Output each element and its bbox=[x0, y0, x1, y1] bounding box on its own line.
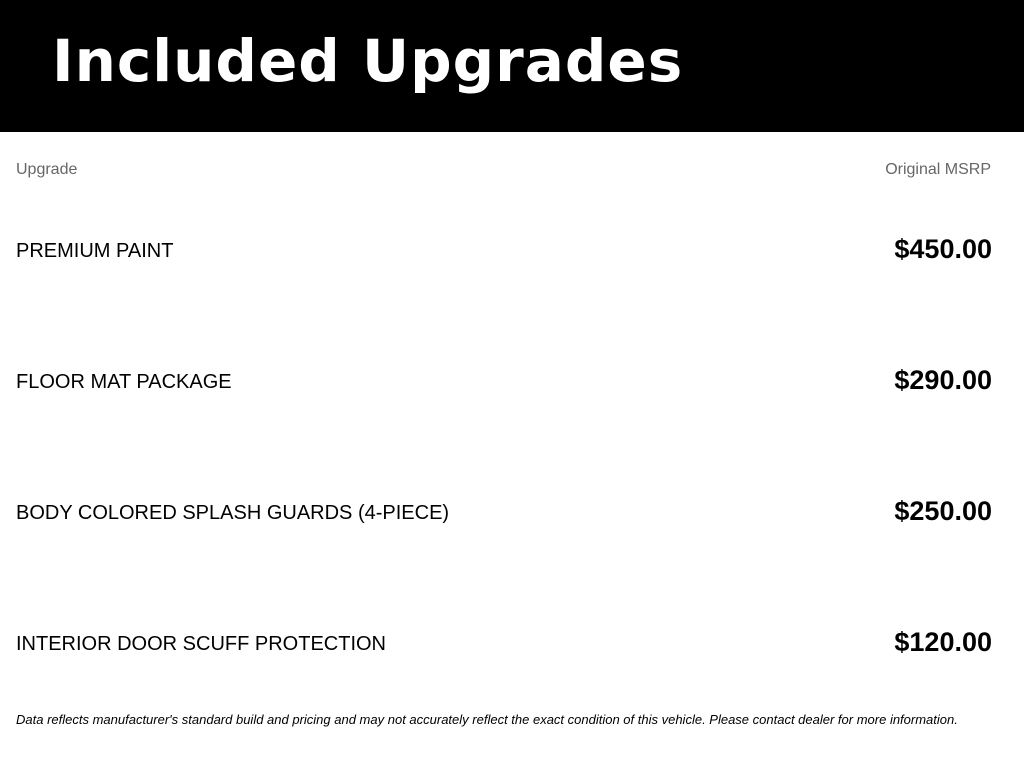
upgrade-price: $120.00 bbox=[894, 627, 992, 657]
upgrade-name: PREMIUM PAINT bbox=[16, 240, 174, 262]
upgrade-name: INTERIOR DOOR SCUFF PROTECTION bbox=[16, 633, 386, 655]
disclaimer: Data reflects manufacturer's standard bu… bbox=[16, 712, 958, 727]
column-header-msrp: Original MSRP bbox=[885, 161, 991, 178]
upgrade-price: $450.00 bbox=[894, 234, 992, 264]
upgrade-row: PREMIUM PAINT $450.00 bbox=[16, 230, 992, 270]
upgrade-row: INTERIOR DOOR SCUFF PROTECTION $120.00 bbox=[16, 623, 992, 663]
upgrade-name: FLOOR MAT PACKAGE bbox=[16, 371, 232, 393]
upgrade-price: $290.00 bbox=[894, 365, 992, 395]
upgrade-row: FLOOR MAT PACKAGE $290.00 bbox=[16, 361, 992, 401]
page-title: Included Upgrades bbox=[52, 27, 684, 95]
header-banner: Included Upgrades bbox=[0, 0, 1024, 132]
upgrade-price: $250.00 bbox=[894, 496, 992, 526]
column-header-upgrade: Upgrade bbox=[16, 161, 78, 178]
upgrade-name: BODY COLORED SPLASH GUARDS (4-PIECE) bbox=[16, 502, 450, 524]
upgrade-row: BODY COLORED SPLASH GUARDS (4-PIECE) $25… bbox=[16, 492, 992, 532]
